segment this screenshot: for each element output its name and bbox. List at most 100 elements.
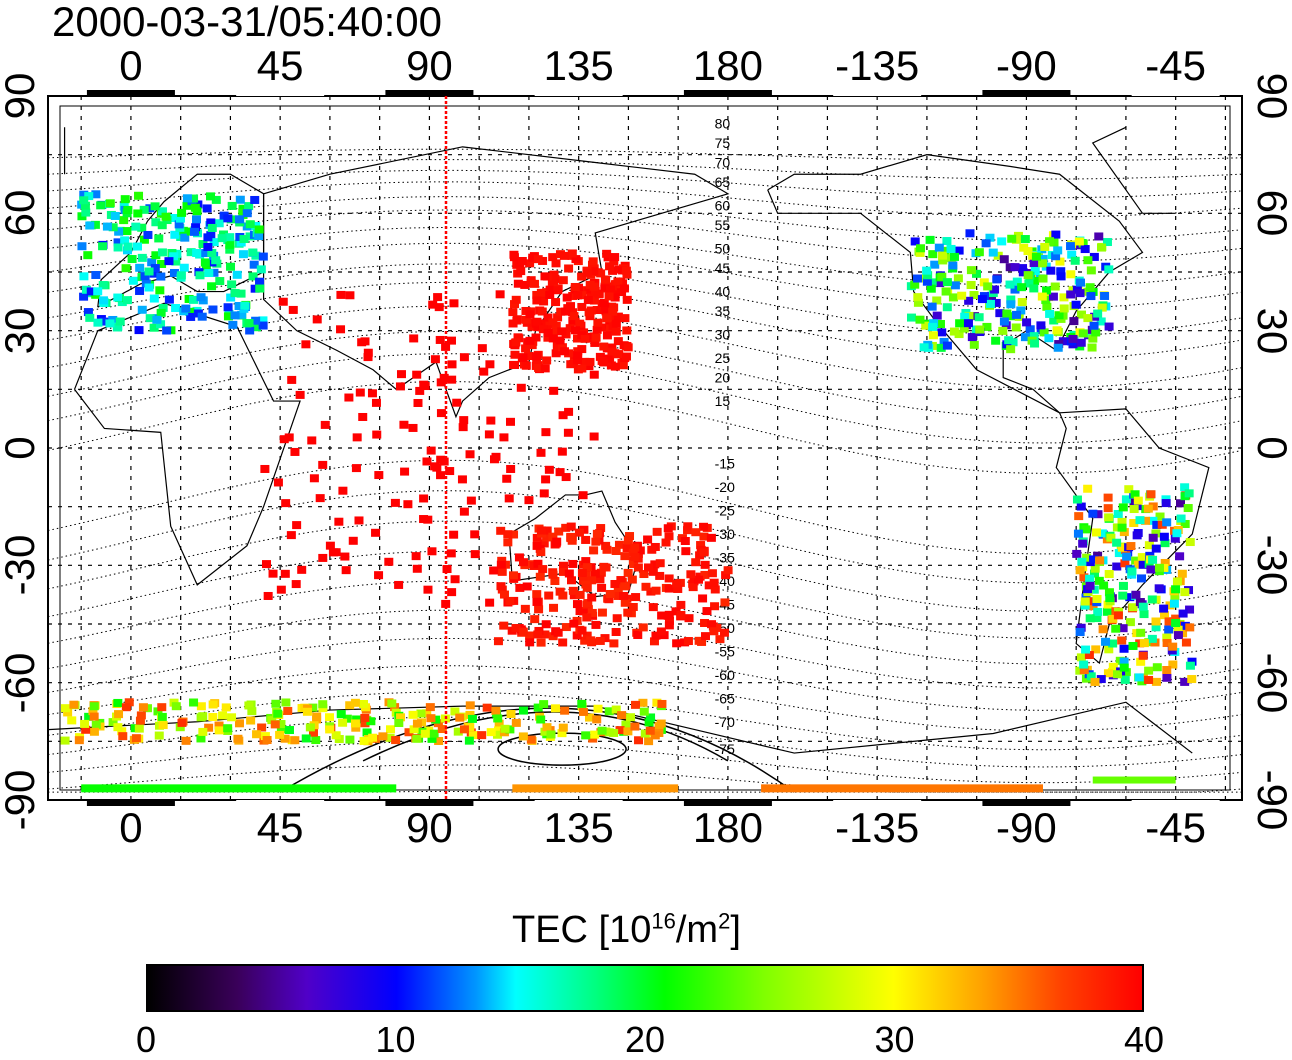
tec-cell	[518, 558, 528, 567]
tec-cell	[1129, 518, 1139, 527]
tec-cell	[158, 303, 168, 312]
tec-cell	[1081, 645, 1091, 654]
tec-cell	[338, 718, 348, 727]
tec-cell	[412, 734, 422, 743]
tec-cell	[1066, 290, 1076, 299]
tec-cell	[935, 279, 945, 288]
tec-cell	[613, 312, 623, 321]
tec-cell	[1172, 577, 1182, 586]
tec-cell	[434, 736, 444, 745]
tec-cell	[1125, 618, 1135, 627]
tec-cell	[1102, 607, 1112, 616]
tec-cell	[997, 237, 1007, 246]
tec-cell	[1135, 598, 1145, 607]
tec-cell	[550, 704, 560, 713]
tec-cell	[548, 570, 558, 579]
tec-cell	[607, 343, 617, 352]
magnetic-contour	[47, 609, 1243, 689]
tec-cell	[1069, 317, 1079, 326]
tec-cell	[593, 704, 603, 713]
tec-cell	[197, 312, 207, 321]
tec-cell	[395, 382, 405, 391]
tec-cell	[572, 631, 582, 640]
tec-cell	[985, 299, 995, 308]
tec-cell	[1104, 645, 1114, 654]
tec-cell	[1070, 256, 1080, 265]
tec-cell	[600, 275, 610, 284]
tec-cell	[248, 272, 258, 281]
tec-cell	[258, 252, 268, 261]
tec-cell	[305, 723, 315, 732]
tec-cell	[605, 589, 615, 598]
tec-cell	[374, 571, 384, 580]
tec-cell	[577, 364, 587, 373]
tec-cell	[108, 223, 118, 232]
tec-cell	[508, 571, 518, 580]
tec-cell	[551, 349, 561, 358]
tec-cell	[1105, 594, 1115, 603]
tec-cell	[699, 522, 709, 531]
tec-cell	[510, 350, 520, 359]
tec-cell	[959, 324, 969, 333]
tec-cell	[1089, 252, 1099, 261]
tec-cell	[1100, 291, 1110, 300]
tec-cell	[1131, 590, 1141, 599]
tec-cell	[207, 282, 217, 291]
tec-cell	[525, 310, 535, 319]
tec-cell	[239, 235, 249, 244]
tec-cell	[1172, 529, 1182, 538]
tec-cell	[143, 230, 153, 239]
tec-cell	[671, 607, 681, 616]
tec-cell	[928, 322, 938, 331]
tec-cell	[1075, 278, 1085, 287]
tec-cell	[922, 266, 932, 275]
tec-cell	[602, 249, 612, 258]
tec-cell	[139, 205, 149, 214]
tec-cell	[1148, 516, 1158, 525]
tec-cell	[140, 272, 150, 281]
tec-cell	[467, 714, 477, 723]
tec-cell	[1010, 263, 1020, 272]
tec-cell	[139, 235, 149, 244]
tec-cell	[514, 553, 524, 562]
tec-cell	[175, 723, 185, 732]
tec-band	[81, 784, 397, 793]
tec-cell	[536, 526, 546, 535]
tec-cell	[970, 312, 980, 321]
tec-cell	[459, 353, 469, 362]
tec-cell	[532, 590, 542, 599]
tec-cell	[561, 523, 571, 532]
contour-label: -20	[715, 479, 735, 495]
tec-cell	[430, 355, 440, 364]
tec-cell	[906, 313, 916, 322]
tec-cell	[525, 259, 535, 268]
polar-contour-south-inner	[497, 732, 627, 766]
tec-cell	[485, 360, 495, 369]
tec-cell	[252, 730, 262, 739]
tec-cell	[1053, 343, 1063, 352]
tec-cell	[230, 311, 240, 320]
tec-cell	[420, 382, 430, 391]
tec-cell	[1126, 542, 1136, 551]
tec-cell	[573, 351, 583, 360]
tec-cell	[113, 293, 123, 302]
tec-cell	[1160, 611, 1170, 620]
tec-cell	[452, 398, 462, 407]
top-frame-band	[385, 90, 474, 96]
tec-cell	[568, 559, 578, 568]
tec-cell	[551, 259, 561, 268]
tec-cell	[1096, 317, 1106, 326]
contour-label: 80	[715, 115, 731, 131]
tec-cell	[664, 584, 674, 593]
tec-cell	[592, 306, 602, 315]
tec-cell	[331, 548, 341, 557]
tec-cell	[267, 716, 277, 725]
tec-cell	[545, 290, 555, 299]
tec-band	[761, 784, 1043, 793]
tec-cell	[121, 264, 131, 273]
tec-cell	[559, 347, 569, 356]
tec-cell	[518, 732, 528, 741]
tec-cell	[572, 600, 582, 609]
bottom-tick-label: -135	[835, 804, 920, 851]
